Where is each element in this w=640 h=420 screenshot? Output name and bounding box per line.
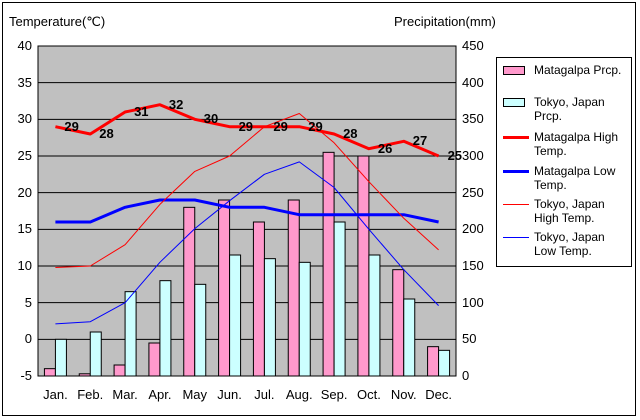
legend-swatch-bar [503, 66, 525, 75]
left-tick-label: 0 [24, 331, 32, 347]
legend: Matagalpa Prcp. Tokyo, Japan Prcp. Matagalp… [496, 57, 632, 267]
bar-tokyo-prcp [89, 331, 102, 377]
legend-swatch-bar [503, 98, 525, 107]
left-axis-title: Temperature(℃) [9, 14, 106, 29]
left-tick-label: 20 [17, 184, 32, 200]
right-tick-label: 200 [462, 221, 484, 237]
right-tick-label: 50 [462, 331, 477, 347]
data-label: 31 [134, 104, 149, 119]
bar-matagalpa-prcp [287, 199, 300, 377]
legend-swatch-line [503, 204, 529, 205]
legend-swatch-line [503, 170, 529, 173]
data-label: 28 [99, 126, 114, 141]
x-tick-label: Feb. [77, 387, 104, 402]
right-tick-label: 150 [462, 258, 484, 273]
x-tick-label: Jun. [217, 387, 242, 402]
x-tick-label: Oct. [356, 387, 381, 402]
legend-label: Matagalpa High [534, 130, 619, 144]
legend-label: Matagalpa Prcp. [534, 63, 622, 77]
left-tick-label: 15 [17, 221, 32, 237]
bar-tokyo-prcp [263, 258, 276, 377]
x-tick-label: Apr. [148, 387, 172, 402]
right-tick-label: 0 [462, 368, 470, 383]
left-tick-label: 5 [24, 294, 32, 310]
bar-matagalpa-prcp [252, 221, 265, 377]
data-label: 26 [377, 140, 393, 156]
bar-tokyo-prcp [124, 291, 137, 377]
bar-tokyo-prcp [368, 254, 381, 377]
data-label: 29 [238, 118, 254, 134]
x-tick-label: Sep. [320, 387, 348, 402]
bar-matagalpa-prcp [427, 346, 440, 377]
left-tick-label: 10 [17, 258, 32, 273]
x-tick-label: May [182, 387, 208, 402]
plot-area [37, 45, 457, 377]
bar-matagalpa-prcp [218, 199, 231, 377]
legend-label: Temp. [534, 178, 567, 192]
left-tick-label: 25 [17, 148, 32, 163]
bar-tokyo-prcp [403, 298, 416, 377]
bar-matagalpa-prcp [148, 342, 161, 377]
right-tick-label: 450 [462, 38, 484, 53]
legend-label: Tokyo, Japan [534, 95, 605, 109]
matagalpa-low-line [55, 198, 439, 224]
data-label: 32 [168, 96, 184, 112]
data-label: 30 [203, 111, 219, 127]
bar-tokyo-prcp [194, 283, 207, 377]
right-tick-label: 400 [462, 74, 484, 90]
right-tick-label: 100 [462, 294, 484, 310]
legend-label: Matagalpa Low [534, 164, 616, 178]
data-label: 29 [308, 118, 323, 134]
legend-swatch-line [503, 237, 529, 238]
legend-label: High Temp. [534, 211, 595, 225]
right-tick-label: 250 [462, 184, 484, 200]
bar-tokyo-prcp [298, 261, 311, 377]
left-tick-label: 40 [17, 38, 32, 53]
x-tick-label: Mar. [112, 387, 138, 402]
legend-label: Tokyo, Japan [534, 230, 605, 244]
bar-matagalpa-prcp [183, 206, 196, 377]
bar-tokyo-prcp [438, 349, 451, 377]
right-axis-title: Precipitation(mm) [394, 14, 496, 29]
bar-matagalpa-prcp [43, 368, 56, 377]
legend-label: Low Temp. [534, 244, 592, 258]
data-label: 29 [273, 118, 288, 134]
right-tick-label: 300 [462, 148, 484, 163]
legend-label: Prcp. [534, 109, 563, 123]
legend-label: Tokyo, Japan [534, 197, 605, 211]
bar-matagalpa-prcp [113, 364, 126, 377]
left-tick-label: 35 [17, 74, 32, 90]
data-label: 29 [64, 118, 79, 134]
x-tick-label: Nov. [390, 387, 417, 402]
data-label: 27 [412, 133, 428, 149]
bar-tokyo-prcp [229, 254, 242, 377]
bar-matagalpa-prcp [392, 269, 405, 377]
matagalpa-high-line [55, 103, 440, 158]
x-tick-label: Jul. [254, 387, 275, 402]
tokyo-low-line [55, 161, 439, 325]
bar-tokyo-prcp [159, 280, 172, 377]
legend-swatch-line [503, 136, 529, 139]
data-label: 28 [343, 126, 358, 141]
tokyo-high-line [55, 113, 439, 268]
x-tick-label: Jan. [43, 387, 68, 402]
left-tick-label: 30 [17, 111, 32, 127]
left-tick-label: -5 [20, 368, 32, 383]
data-label: 25 [447, 148, 463, 163]
bar-tokyo-prcp [54, 338, 67, 377]
x-tick-label: Dec. [425, 387, 452, 402]
bar-matagalpa-prcp [357, 155, 370, 377]
bar-tokyo-prcp [333, 221, 346, 377]
legend-label: Temp. [534, 144, 567, 158]
x-tick-label: Aug. [285, 387, 313, 402]
bar-matagalpa-prcp [78, 373, 91, 377]
right-tick-label: 350 [462, 111, 484, 127]
